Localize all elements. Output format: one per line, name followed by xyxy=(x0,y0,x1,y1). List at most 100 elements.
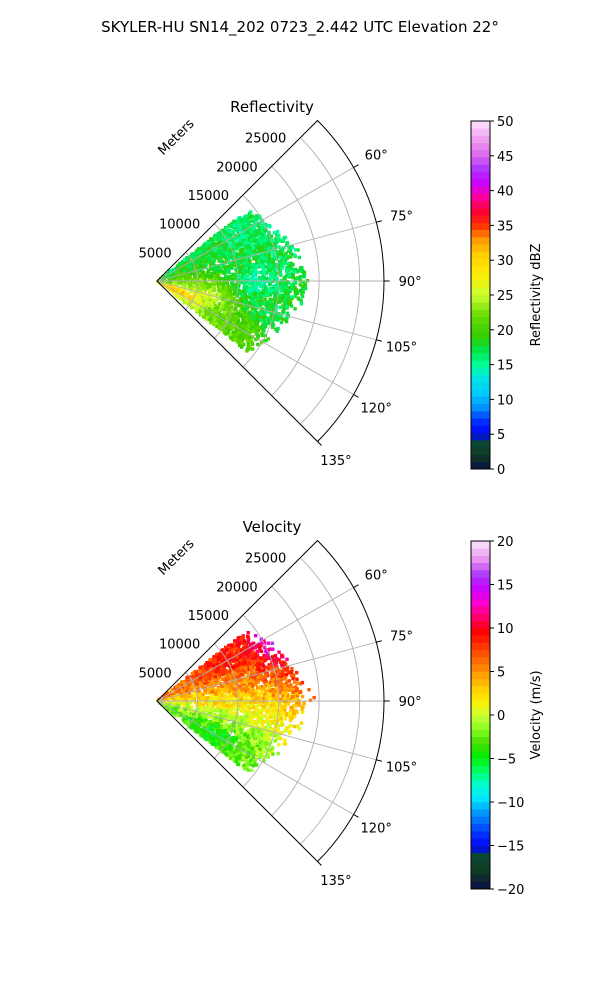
echo-pixel xyxy=(268,689,272,693)
echo-pixel xyxy=(241,277,246,281)
echo-pixel xyxy=(248,259,252,264)
echo-pixel xyxy=(216,256,220,260)
echo-pixel xyxy=(239,332,243,336)
echo-pixel xyxy=(205,315,209,319)
echo-pixel xyxy=(202,265,207,269)
echo-pixel xyxy=(260,315,264,319)
echo-pixel xyxy=(216,284,221,288)
echo-pixel xyxy=(271,263,276,267)
colorbar-swatch xyxy=(471,266,490,274)
echo-pixel xyxy=(260,224,265,228)
radial-tick-label: 25000 xyxy=(245,132,286,147)
echo-pixel xyxy=(277,650,281,654)
echo-pixel xyxy=(278,674,282,678)
echo-pixel xyxy=(231,273,235,277)
echo-pixel xyxy=(231,319,235,323)
echo-pixel xyxy=(255,323,260,328)
echo-pixel xyxy=(204,255,209,260)
echo-pixel xyxy=(217,322,221,326)
echo-pixel xyxy=(241,641,246,646)
echo-pixel xyxy=(221,677,225,682)
echo-pixel xyxy=(239,310,243,314)
echo-pixel xyxy=(244,743,249,747)
echo-pixel xyxy=(198,301,202,305)
echo-pixel xyxy=(179,691,183,695)
echo-pixel xyxy=(205,253,209,257)
echo-pixel xyxy=(216,674,220,678)
echo-pixel xyxy=(217,706,221,710)
colorbar-swatch xyxy=(471,237,490,245)
echo-pixel xyxy=(212,317,217,322)
echo-pixel xyxy=(234,288,239,293)
colorbar-swatch xyxy=(471,229,490,238)
echo-pixel xyxy=(191,680,196,684)
echo-pixel xyxy=(237,275,241,279)
theta-tick xyxy=(317,441,322,446)
echo-pixel xyxy=(238,658,242,663)
echo-pixel xyxy=(234,315,239,319)
echo-pixel xyxy=(242,220,246,224)
echo-pixel xyxy=(229,224,233,228)
echo-pixel xyxy=(254,301,258,305)
echo-pixel xyxy=(259,691,263,696)
echo-pixel xyxy=(258,677,263,681)
echo-pixel xyxy=(224,303,229,308)
echo-pixel xyxy=(223,237,228,241)
echo-pixel xyxy=(208,288,212,292)
echo-pixel xyxy=(256,228,261,232)
echo-pixel xyxy=(248,336,252,340)
echo-pixel xyxy=(244,297,248,302)
echo-pixel xyxy=(251,301,255,305)
echo-pixel xyxy=(215,709,220,713)
echo-pixel xyxy=(285,668,289,672)
echo-pixel xyxy=(263,286,267,290)
echo-pixel xyxy=(241,252,245,256)
echo-pixel xyxy=(239,260,243,264)
echo-pixel xyxy=(272,269,276,274)
echo-pixel xyxy=(211,309,215,313)
echo-pixel xyxy=(231,257,235,261)
echo-pixel xyxy=(257,294,261,298)
echo-pixel xyxy=(252,243,256,248)
echo-pixel xyxy=(259,752,263,756)
echo-pixel xyxy=(274,264,279,268)
echo-pixel xyxy=(262,321,267,326)
echo-pixel xyxy=(240,740,245,745)
echo-pixel xyxy=(225,313,230,317)
echo-pixel xyxy=(293,281,298,285)
echo-pixel xyxy=(234,234,238,238)
echo-pixel xyxy=(226,268,231,272)
echo-pixel xyxy=(286,693,290,697)
echo-pixel xyxy=(250,321,255,326)
colorbar-swatch xyxy=(471,244,490,252)
echo-pixel xyxy=(213,242,217,247)
echo-pixel xyxy=(247,236,251,240)
echo-pixel xyxy=(191,687,195,691)
echo-pixel xyxy=(254,216,258,221)
echo-pixel xyxy=(256,250,261,255)
echo-pixel xyxy=(189,290,193,294)
echo-pixel xyxy=(262,262,266,266)
echo-pixel xyxy=(245,324,250,329)
echo-pixel xyxy=(254,229,259,233)
echo-pixel xyxy=(229,253,233,257)
echo-pixel xyxy=(293,307,297,311)
colorbar-tick-label: 25 xyxy=(497,289,514,304)
echo-pixel xyxy=(274,307,278,312)
echo-pixel xyxy=(248,347,252,351)
echo-pixel xyxy=(271,674,275,679)
echo-pixel xyxy=(239,703,243,707)
echo-pixel xyxy=(208,292,213,296)
echo-pixel xyxy=(262,293,267,298)
echo-pixel xyxy=(264,270,269,274)
echo-pixel xyxy=(226,329,230,333)
echo-pixel xyxy=(262,324,266,329)
echo-pixel xyxy=(187,287,191,291)
echo-pixel xyxy=(302,282,307,286)
echo-pixel xyxy=(217,238,221,242)
echo-pixel xyxy=(183,258,187,262)
echo-pixel xyxy=(235,337,239,342)
echo-pixel xyxy=(241,299,246,304)
echo-pixel xyxy=(245,349,249,353)
echo-pixel xyxy=(288,711,292,716)
